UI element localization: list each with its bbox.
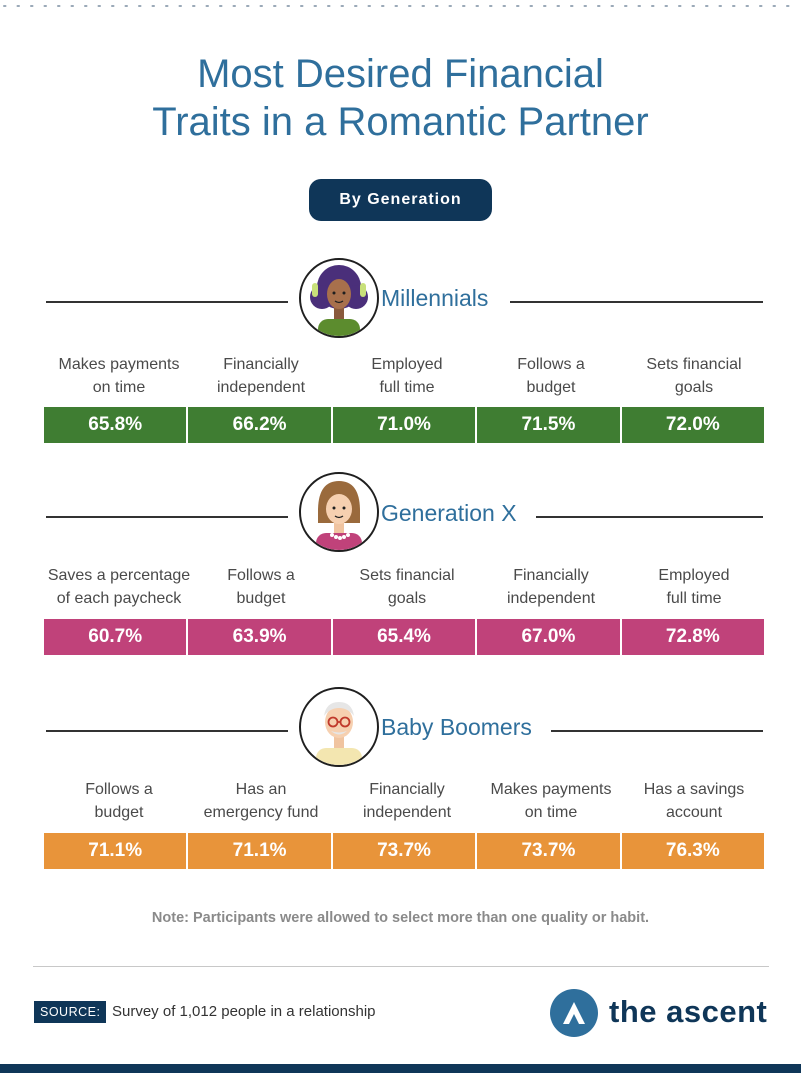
brand-name[interactable]: the ascent <box>609 994 768 1029</box>
generation-x-avatar-icon <box>299 472 379 552</box>
generation-x-trait-4: Financially independent <box>506 567 596 607</box>
millennials-trait-1: Makes payments on time <box>58 356 180 396</box>
millennials-trait-4: Follows a budget <box>517 356 585 396</box>
the-ascent-logo-icon <box>550 989 598 1037</box>
baby-boomers-trait-4: Makes payments on time <box>490 781 612 821</box>
divider-line-right <box>510 301 763 303</box>
millennials-value-4: 71.5% <box>477 407 620 443</box>
baby-boomers-value-2: 71.1% <box>188 833 331 869</box>
millennials-value-3: 71.0% <box>332 407 476 443</box>
generation-x-value-1: 60.7% <box>44 619 187 655</box>
generation-x-value-4: 67.0% <box>477 619 620 655</box>
footer-divider <box>33 966 769 967</box>
divider-line-left <box>46 516 288 518</box>
divider-line-right <box>551 730 763 732</box>
millennials-value-2: 66.2% <box>188 407 331 443</box>
generation-x-value-2: 63.9% <box>188 619 331 655</box>
footnote: Note: Participants were allowed to selec… <box>151 910 650 926</box>
page-title: Most Desired Financial Traits in a Roman… <box>0 50 801 146</box>
generation-x-value-3: 65.4% <box>332 619 476 655</box>
bottom-band <box>0 1064 801 1073</box>
generation-x-values: 60.7% 63.9% 65.4% 67.0% 72.8% <box>44 619 765 655</box>
millennial-avatar-icon <box>299 258 379 338</box>
source-label: SOURCE: <box>34 1001 107 1023</box>
millennials-value-5: 72.0% <box>621 407 765 443</box>
generation-x-trait-2: Follows a budget <box>227 567 295 607</box>
millennials-values: 65.8% 66.2% 71.0% 71.5% 72.0% <box>44 407 765 443</box>
millennials-heading: Millennials <box>381 285 489 311</box>
title-line-1: Most Desired Financial <box>197 52 604 96</box>
generation-x-trait-5: Employed full time <box>658 567 730 607</box>
divider-line-right <box>536 516 763 518</box>
baby-boomers-trait-2: Has an emergency fund <box>203 781 319 821</box>
generation-x-value-5: 72.8% <box>621 619 765 655</box>
top-dotted-border <box>3 5 798 7</box>
title-line-2: Traits in a Romantic Partner <box>152 100 649 144</box>
millennials-value-1: 65.8% <box>44 407 187 443</box>
subtitle-badge: By Generation <box>309 179 492 221</box>
baby-boomers-values: 71.1% 71.1% 73.7% 73.7% 76.3% <box>44 833 765 869</box>
divider-line-left <box>46 301 288 303</box>
millennials-trait-2: Financially independent <box>216 356 306 396</box>
baby-boomers-heading: Baby Boomers <box>381 714 532 740</box>
generation-x-trait-1: Saves a percentage of each paycheck <box>47 567 191 607</box>
divider-line-left <box>46 730 288 732</box>
baby-boomers-value-5: 76.3% <box>621 833 765 869</box>
generation-x-heading: Generation X <box>381 500 517 526</box>
baby-boomers-trait-5: Has a savings account <box>643 781 745 821</box>
millennials-trait-3: Employed full time <box>371 356 443 396</box>
baby-boomers-value-4: 73.7% <box>477 833 620 869</box>
source-text: Survey of 1,012 people in a relationship <box>112 1003 376 1020</box>
baby-boomer-avatar-icon <box>299 687 379 767</box>
baby-boomers-value-3: 73.7% <box>332 833 476 869</box>
baby-boomers-value-1: 71.1% <box>44 833 187 869</box>
generation-x-trait-3: Sets financial goals <box>359 567 455 607</box>
millennials-trait-5: Sets financial goals <box>646 356 742 396</box>
baby-boomers-trait-3: Financially independent <box>362 781 452 821</box>
baby-boomers-trait-1: Follows a budget <box>85 781 153 821</box>
